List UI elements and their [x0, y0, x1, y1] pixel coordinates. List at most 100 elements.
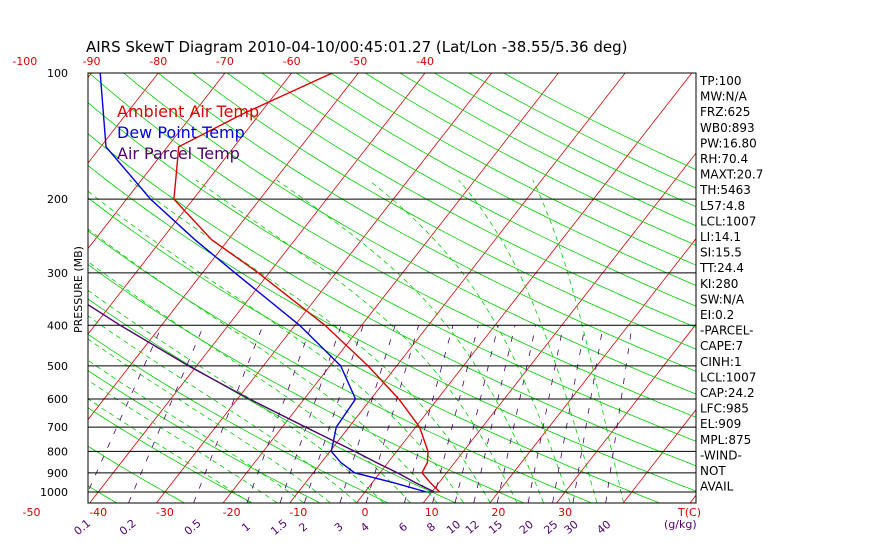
mixing-ratio-tick-label: 3	[332, 520, 346, 534]
index-label: RH:70.4	[700, 152, 748, 166]
mixing-ratio-tick-label: 4	[358, 520, 372, 534]
moist-adiabat-line	[88, 398, 251, 503]
mixing-ratio-line	[473, 325, 516, 503]
mixing-ratio-tick-label: 40	[594, 518, 613, 537]
index-label: NOT	[700, 464, 726, 478]
mixing-ratio-line	[552, 325, 586, 503]
top-temp-tick-label: -70	[216, 55, 234, 68]
mixing-ratio-line	[527, 325, 564, 503]
dry-adiabat-line	[88, 133, 696, 467]
dry-adiabat-line	[468, 73, 696, 189]
index-label: LCL:1007	[700, 370, 756, 384]
isotherm-line	[88, 73, 359, 421]
index-label: -PARCEL-	[700, 324, 754, 338]
pressure-tick-label: 500	[47, 360, 68, 373]
top-temp-tick-label: -40	[416, 55, 434, 68]
dry-adiabat-line	[192, 73, 696, 350]
index-label: LFC:985	[700, 402, 749, 416]
profile-line-air-parcel-temp	[88, 303, 435, 493]
index-label: CINH:1	[700, 355, 742, 369]
index-label: AVAIL	[700, 480, 734, 494]
mixing-ratio-line	[432, 325, 479, 503]
isotherm-line	[88, 73, 159, 164]
isotherm-line	[289, 73, 626, 503]
pressure-tick-label: 200	[47, 193, 68, 206]
plot-frame	[87, 72, 697, 504]
dry-adiabat-line	[88, 102, 696, 442]
index-label: FRZ:625	[700, 105, 750, 119]
legend-entry: Dew Point Temp	[117, 123, 245, 142]
mixing-ratio-tick-label: 12	[463, 518, 482, 537]
moist-adiabat-line	[88, 379, 277, 503]
moist-adiabat-line	[129, 179, 491, 503]
index-label: KI:280	[700, 277, 738, 291]
top-temp-tick-label: -60	[283, 55, 301, 68]
mixing-ratio-line	[365, 325, 420, 503]
temp-unit-label: T(C)	[677, 506, 701, 519]
mixing-ratio-line	[88, 325, 163, 493]
dry-adiabat-line	[502, 73, 696, 171]
mixing-ratio-tick-label: 1.5	[268, 517, 290, 538]
bottom-temp-tick-label: -50	[23, 506, 41, 519]
bottom-temp-tick-label: -20	[223, 506, 241, 519]
index-label: MW:N/A	[700, 90, 748, 104]
dry-adiabat-line	[88, 407, 252, 503]
profile-line-dew-point-temp	[99, 73, 427, 493]
pressure-lines	[88, 72, 696, 493]
mixing-ratio-tick-label: 20	[517, 518, 536, 537]
index-label: TP:100	[699, 74, 742, 88]
index-label: CAP:24.2	[700, 386, 755, 400]
mixing-ratio-tick-label: 0.2	[117, 517, 139, 538]
mixing-ratio-line	[404, 325, 454, 503]
moist-adiabat-line	[88, 315, 357, 503]
moist-adiabat-line	[88, 228, 438, 503]
mixing-ratio-unit-label: (g/kg)	[664, 518, 697, 531]
isotherm-line	[223, 73, 559, 503]
pressure-tick-label: 300	[47, 267, 68, 280]
pressure-tick-label: 800	[47, 445, 68, 458]
index-label: PW:16.80	[700, 136, 757, 150]
bottom-temp-tick-label: 30	[558, 506, 572, 519]
index-label: WB0:893	[700, 121, 755, 135]
y-axis-label: PRESSURE (MB)	[72, 246, 85, 333]
bottom-temp-tick-label: 0	[362, 506, 369, 519]
mixing-ratio-tick-label: 10	[444, 518, 463, 537]
profiles	[88, 73, 441, 493]
top-temp-tick-label: -80	[149, 55, 167, 68]
bottom-temp-tick-label: 20	[491, 506, 505, 519]
mixing-ratio-tick-label: 1	[239, 520, 253, 534]
isotherm-line	[757, 54, 870, 503]
isotherm-line	[88, 73, 293, 335]
mixing-ratio-tick-label: 8	[424, 520, 438, 534]
mixing-ratio-tick-label: 0.1	[71, 517, 93, 538]
index-label: TT:24.4	[699, 261, 744, 275]
isotherm-line	[556, 323, 696, 503]
dry-adiabat-line	[433, 73, 696, 208]
moist-adiabat-line	[88, 190, 464, 503]
index-label: SW:N/A	[700, 292, 745, 306]
moist-adiabat-line	[88, 359, 304, 503]
dry-adiabat-line	[88, 164, 696, 492]
dry-adiabat-line	[157, 73, 696, 372]
dry-adiabat-line	[261, 73, 696, 307]
index-label: TH:5463	[699, 183, 751, 197]
top-temp-tick-label: -50	[349, 55, 367, 68]
pressure-tick-label: 900	[47, 467, 68, 480]
pressure-tick-label: 100	[47, 67, 68, 80]
index-label: LI:14.1	[700, 230, 741, 244]
legend-entry: Ambient Air Temp	[117, 102, 259, 121]
bottom-temp-tick-label: -40	[89, 506, 107, 519]
profile-line-ambient-air-temp	[173, 73, 441, 493]
moist-adiabat-line	[368, 179, 571, 503]
dry-adiabat-line	[123, 73, 696, 395]
index-label: CAPE:7	[700, 339, 743, 353]
dry-adiabat-line	[226, 73, 696, 328]
legend-entry: Air Parcel Temp	[117, 144, 240, 163]
moist-adiabat-line	[88, 338, 331, 503]
dry-adiabat-line	[88, 73, 696, 418]
mixing-ratio-tick-label: 2	[296, 520, 310, 534]
mixing-ratio-tick-label: 30	[562, 518, 581, 537]
chart-title: AIRS SkewT Diagram 2010-04-10/00:45:01.2…	[86, 38, 627, 56]
